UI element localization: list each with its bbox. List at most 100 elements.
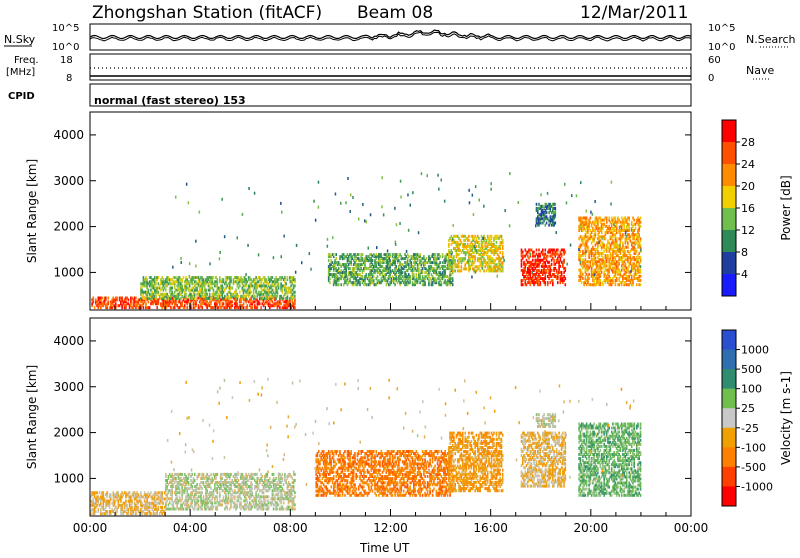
heatmap-cell [622,233,624,236]
heatmap-cell [640,283,642,286]
colorbar-swatch [722,252,736,275]
heatmap-cell [638,233,640,236]
heatmap-cell [497,275,499,278]
heatmap-cell [615,217,617,220]
heatmap-cell [586,210,588,213]
heatmap-cell [536,249,538,252]
heatmap-cell [490,188,492,191]
heatmap-cell [418,267,420,270]
heatmap-cell [328,259,330,262]
heatmap-cell [461,265,463,268]
heatmap-cell [116,297,118,300]
heatmap-cell [183,508,185,511]
heatmap-cell [491,235,493,238]
heatmap-cell [483,269,485,272]
heatmap-cell [349,267,351,270]
heatmap-cell [172,266,174,269]
heatmap-cell [284,276,286,279]
heatmap-cell [452,265,454,268]
heatmap-cell [223,302,225,305]
heatmap-cell [561,271,563,274]
heatmap-cell [439,261,441,264]
heatmap-cell [281,211,283,214]
colorbar-swatch [722,120,736,143]
heatmap-cell [335,257,337,260]
heatmap-cell [148,289,150,292]
heatmap-cell [213,289,215,292]
heatmap-cell [458,253,460,256]
heatmap-cell [185,297,187,300]
y-tick-label: 2000 [53,220,84,234]
heatmap-cell [161,491,163,494]
heatmap-cell [329,281,331,284]
power-heatmap-cells [91,172,641,309]
heatmap-cell [565,277,567,280]
heatmap-cell [479,269,481,272]
heatmap-cell [358,218,360,221]
colorbar-tick-label: 4 [741,268,748,281]
heatmap-cell [640,244,642,247]
heatmap-cell [381,176,383,179]
heatmap-cell [294,295,296,298]
heatmap-cell [410,204,412,207]
heatmap-cell [427,174,429,177]
heatmap-cell [229,277,231,280]
heatmap-cell [640,237,642,240]
heatmap-cell [223,278,225,281]
heatmap-cell [259,302,261,305]
heatmap-cell [179,495,181,498]
heatmap-cell [471,276,473,279]
heatmap-cell [611,181,613,184]
heatmap-cell [239,284,241,287]
heatmap-cell [630,270,632,273]
heatmap-cell [476,245,478,248]
heatmap-cell [466,267,468,270]
heatmap-cell [181,473,183,476]
heatmap-cell [448,243,450,246]
heatmap-cell [545,281,547,284]
heatmap-cell [171,287,173,290]
heatmap-cell [118,491,120,494]
heatmap-cell [175,477,177,480]
heatmap-cell [101,297,103,300]
heatmap-cell [475,185,477,188]
heatmap-cell [613,223,615,226]
heatmap-cell [625,262,627,265]
heatmap-cell [474,255,476,258]
heatmap-cell [421,172,423,175]
heatmap-cell [294,278,296,281]
heatmap-cell [294,284,296,287]
heatmap-cell [376,246,378,249]
colorbar-swatch [722,186,736,209]
heatmap-cell [158,276,160,279]
cpid-label: CPID [8,91,35,102]
heatmap-cell [580,250,582,253]
heatmap-cell [453,224,455,227]
heatmap-cell [158,506,160,509]
heatmap-cell [451,251,453,254]
heatmap-cell [165,289,167,292]
station-title: Zhongshan Station (fitACF) [92,3,322,23]
heatmap-cell [362,203,364,206]
heatmap-cell [518,201,520,204]
heatmap-cell [619,248,621,251]
heatmap-cell [315,219,317,222]
heatmap-cell [194,473,196,476]
heatmap-cell [150,491,152,494]
heatmap-cell [503,259,505,262]
heatmap-cell [469,201,471,204]
heatmap-cell [619,244,621,247]
heatmap-cell [370,213,372,216]
heatmap-cell [626,235,628,238]
heatmap-cell [468,239,470,242]
heatmap-cell [503,256,505,259]
heatmap-cell [557,281,559,284]
noise-right-tick-bottom: 10^0 [708,42,735,53]
heatmap-cell [504,209,506,212]
colorbar-swatch [722,208,736,231]
heatmap-cell [219,257,221,260]
heatmap-cell [416,273,418,276]
heatmap-cell [522,283,524,286]
heatmap-cell [545,210,547,213]
